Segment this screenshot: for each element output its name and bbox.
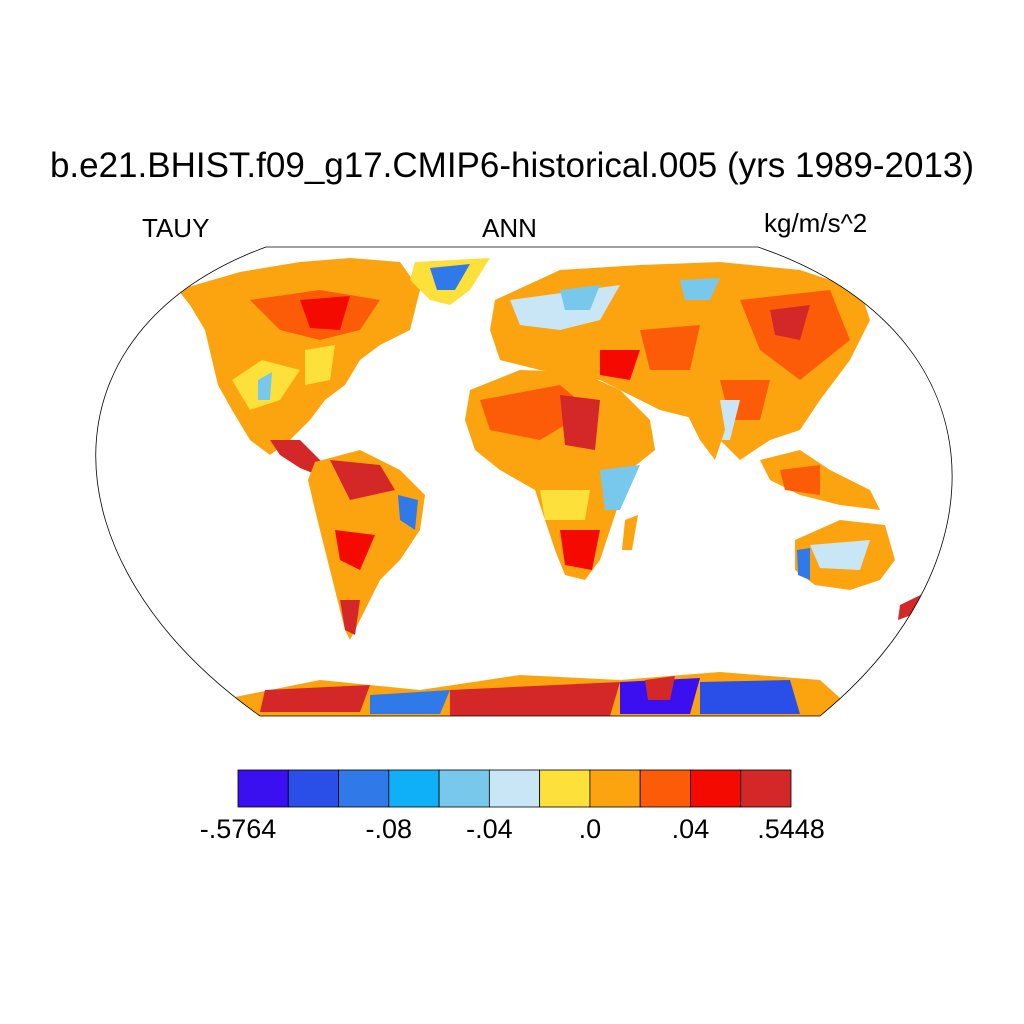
colorbar-tick-label: .0 — [578, 814, 602, 844]
colorbar-tick-label: -.04 — [466, 814, 513, 844]
colorbar-swatch — [388, 769, 440, 808]
colorbar-tick-label: .5448 — [757, 814, 825, 844]
variable-label: TAUY — [142, 213, 210, 243]
madagascar — [622, 515, 638, 550]
colorbar-swatch — [438, 769, 490, 808]
colorbar-swatch — [287, 769, 339, 808]
colorbar-swatch — [690, 769, 742, 808]
colorbar-swatch — [589, 769, 641, 808]
india — [680, 400, 725, 460]
units-label: kg/m/s^2 — [764, 208, 868, 238]
colorbar-swatch — [237, 769, 289, 808]
colorbar-tick-label: -.5764 — [199, 814, 277, 844]
colorbar-tick-label: -.08 — [365, 814, 413, 844]
colorbar-swatch — [539, 769, 591, 808]
colorbar-swatch — [639, 769, 691, 808]
colorbar-swatch — [740, 769, 792, 808]
colorbar-tick-label: .04 — [671, 814, 710, 844]
plot-title: b.e21.BHIST.f09_g17.CMIP6-historical.005… — [49, 146, 975, 185]
map-border — [95, 246, 953, 717]
colorbar-swatch — [338, 769, 390, 808]
colorbar-swatch — [488, 769, 541, 808]
season-label: ANN — [482, 213, 537, 243]
